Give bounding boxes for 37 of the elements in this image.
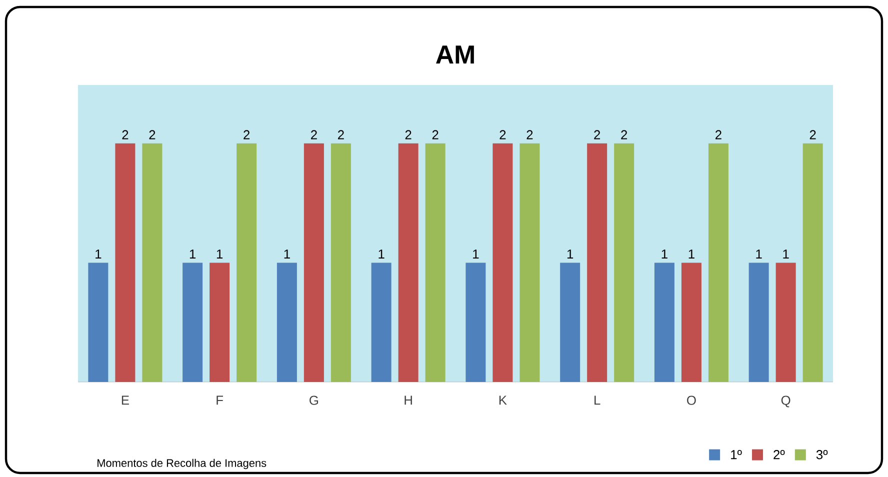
data-label: 2 <box>621 130 628 140</box>
x-tick-label: F <box>216 396 224 405</box>
x-tick-label: K <box>499 396 507 405</box>
data-label: 2 <box>338 130 344 140</box>
x-tick-label: Q <box>781 396 790 408</box>
data-label: 2 <box>526 130 533 140</box>
x-tick-label: E <box>122 396 129 405</box>
data-label: 2 <box>810 130 816 140</box>
data-label: 2 <box>716 130 722 140</box>
data-label: 1 <box>662 250 668 259</box>
data-label: 1 <box>96 250 102 259</box>
data-label: 1 <box>378 250 384 259</box>
legend-label: 3º <box>816 450 828 460</box>
data-label: 2 <box>311 130 317 140</box>
data-label: 2 <box>432 130 438 140</box>
data-label: 1 <box>783 250 789 259</box>
data-label: 1 <box>567 250 574 259</box>
data-label: 2 <box>594 130 600 140</box>
data-label: 2 <box>122 130 128 140</box>
data-label: 2 <box>405 130 412 140</box>
data-label: 2 <box>500 130 506 140</box>
x-tick-label: H <box>404 396 412 405</box>
data-label: 1 <box>190 250 196 259</box>
x-tick-label: O <box>687 396 696 405</box>
data-label: 1 <box>284 250 290 259</box>
data-label: 1 <box>473 250 479 259</box>
data-label: 1 <box>688 250 694 259</box>
legend-label: 1º <box>731 450 742 460</box>
x-tick-label: L <box>594 396 600 405</box>
x-tick-label: G <box>310 396 318 405</box>
x-axis-title: Momentos de Recolha de Imagens <box>98 458 266 470</box>
legend-label: 2º <box>774 450 785 460</box>
data-label: 2 <box>149 130 156 140</box>
data-label: 1 <box>756 250 762 259</box>
data-label: 2 <box>244 130 250 140</box>
data-label: 1 <box>216 250 223 259</box>
chart-title: AM <box>436 46 474 64</box>
